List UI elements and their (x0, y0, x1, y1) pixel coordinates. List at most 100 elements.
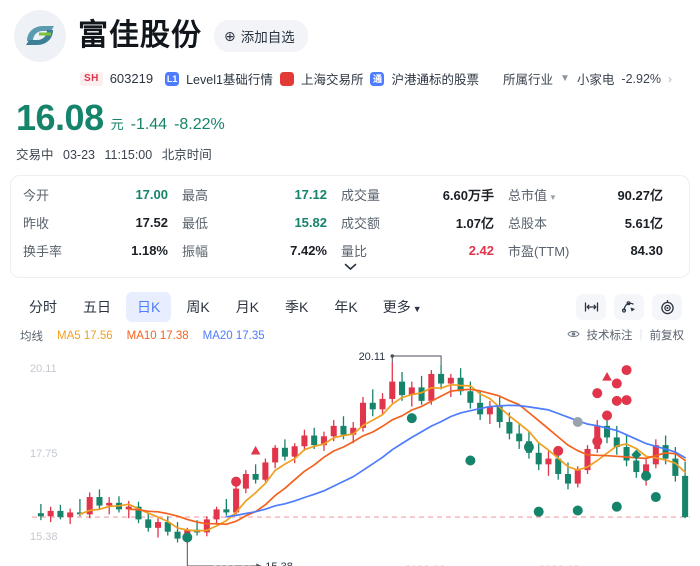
target-indicator-icon[interactable] (652, 294, 682, 320)
tab-分时[interactable]: 分时 (29, 299, 57, 315)
candle (486, 400, 493, 424)
quote-date: 03-23 (63, 148, 95, 162)
stat-label: 昨收 (23, 216, 50, 231)
tech-marker (621, 395, 632, 406)
stat-value: 2.42 (468, 243, 494, 258)
candle (96, 489, 103, 509)
tech-marker (250, 445, 261, 455)
tech-marker (465, 455, 476, 466)
tab-more-button[interactable]: 更多 ▼ (382, 299, 422, 315)
candle (233, 485, 240, 515)
market-status: 交易中 (16, 148, 54, 162)
page-header: 富佳股份 ⊕ 添加自选 SH 603219 L1 Level1基础行情 上海交易… (0, 0, 700, 88)
tech-marker (602, 410, 613, 421)
tab-五日[interactable]: 五日 (83, 299, 111, 315)
chevron-down-icon[interactable]: ▼ (559, 73, 570, 84)
tech-marker (592, 436, 603, 447)
tech-marker (523, 442, 534, 453)
candle (399, 372, 406, 401)
add-favorite-label: 添加自选 (240, 30, 295, 45)
header-top-row: 富佳股份 ⊕ 添加自选 (14, 10, 686, 62)
industry-change-pct: -2.92% (621, 71, 662, 86)
candle (389, 362, 396, 403)
stat-label[interactable]: 总市值 ▼ (508, 188, 557, 203)
candle (252, 464, 259, 484)
header-sub-row: SH 603219 L1 Level1基础行情 上海交易所 通 沪港通标的股票 … (80, 69, 686, 88)
stat-value: 17.00 (135, 187, 168, 202)
ma-legend-item-1: MA5 17.56 (57, 330, 113, 342)
candle (57, 504, 64, 520)
tab-周K[interactable]: 周K (186, 299, 210, 315)
industry-name[interactable]: 小家电 (576, 73, 615, 87)
tech-marker (621, 365, 632, 376)
ma-legend-item-3: MA20 17.35 (202, 330, 265, 342)
tab-日K[interactable]: 日K (126, 292, 172, 322)
candle (438, 364, 445, 390)
level1-badge-icon: L1 (165, 71, 180, 86)
quote-block: 16.08 元 -1.44 -8.22% 交易中 03-23 11:15:00 … (0, 88, 700, 163)
draw-line-icon[interactable] (614, 294, 644, 320)
stat-value: 5.61亿 (624, 216, 663, 231)
candle (86, 492, 93, 519)
page-title: 富佳股份 (78, 19, 202, 52)
tech-marker (572, 505, 583, 516)
chart-canvas[interactable]: 20.11 17.75 15.38 20.11 15.38 2026-01 2026-02 2… (0, 348, 700, 566)
stat-value: 7.42% (290, 243, 327, 258)
eye-icon (566, 329, 580, 341)
candlestick-chart[interactable]: 20.11 17.75 15.38 20.11 15.38 2026-01 2026-02 2… (0, 348, 700, 566)
candle (154, 518, 162, 538)
stat-value: 90.27亿 (617, 188, 663, 203)
stat-label: 量比 (341, 244, 368, 259)
candle (164, 516, 171, 536)
chevron-right-icon[interactable]: › (668, 71, 673, 86)
candle (320, 431, 327, 451)
candle (115, 496, 122, 513)
tab-月K[interactable]: 月K (235, 299, 260, 315)
company-logo-icon (14, 10, 66, 62)
stat-label: 市盈(TTM) (508, 244, 570, 259)
industry-label[interactable]: 所属行业 (502, 73, 553, 87)
candle (47, 506, 54, 523)
stats-grid: 今开 17.00 最高 17.12 成交量 6.60万手 总市值 ▼ 90.27亿 昨收 17.52… (17, 185, 683, 260)
quote-time: 11:15:00 (104, 148, 153, 162)
stats-expand-button[interactable] (17, 263, 683, 275)
chevron-down-icon (344, 263, 356, 271)
candle (350, 422, 357, 444)
candle (67, 508, 74, 524)
high-annotation-label: 20.11 (359, 351, 386, 363)
hk-connect-badge-icon: 通 (370, 71, 385, 86)
candle (135, 501, 142, 524)
y-axis-tick: 20.11 (30, 363, 57, 375)
add-favorite-button[interactable]: ⊕ 添加自选 (214, 20, 308, 52)
price-change: -1.44 (130, 116, 168, 133)
tech-marker (611, 395, 622, 406)
chevron-down-icon[interactable]: ▼ (549, 193, 557, 202)
candle (213, 506, 220, 525)
stat-label: 换手率 (23, 244, 63, 259)
stat-label: 成交额 (341, 216, 381, 231)
ma-legend-title: 均线 (20, 331, 43, 343)
tech-marker (611, 378, 622, 389)
candle (203, 516, 210, 537)
tab-季K[interactable]: 季K (285, 299, 309, 315)
ma-line-MA20 (225, 404, 686, 518)
candle (516, 423, 523, 449)
level1-label: Level1基础行情 (186, 73, 273, 87)
adjust-mode-label[interactable]: 前复权 (649, 330, 685, 342)
candle (623, 435, 630, 467)
candle (145, 512, 152, 532)
fullscreen-width-icon[interactable] (576, 294, 606, 320)
x-axis-tick: 2026-02 (405, 564, 445, 566)
stat-value: 17.52 (135, 215, 168, 230)
tech-annotation-label[interactable]: 技术标注 (586, 330, 633, 342)
tech-marker (406, 413, 417, 424)
stat-label: 最高 (182, 188, 209, 203)
candle (291, 443, 298, 464)
candle (535, 443, 542, 471)
stat-label: 今开 (23, 188, 50, 203)
x-axis-tick: 2026-01 (212, 564, 252, 566)
price-unit: 元 (110, 117, 124, 132)
tab-年K[interactable]: 年K (334, 299, 358, 315)
divider: | (639, 329, 643, 341)
